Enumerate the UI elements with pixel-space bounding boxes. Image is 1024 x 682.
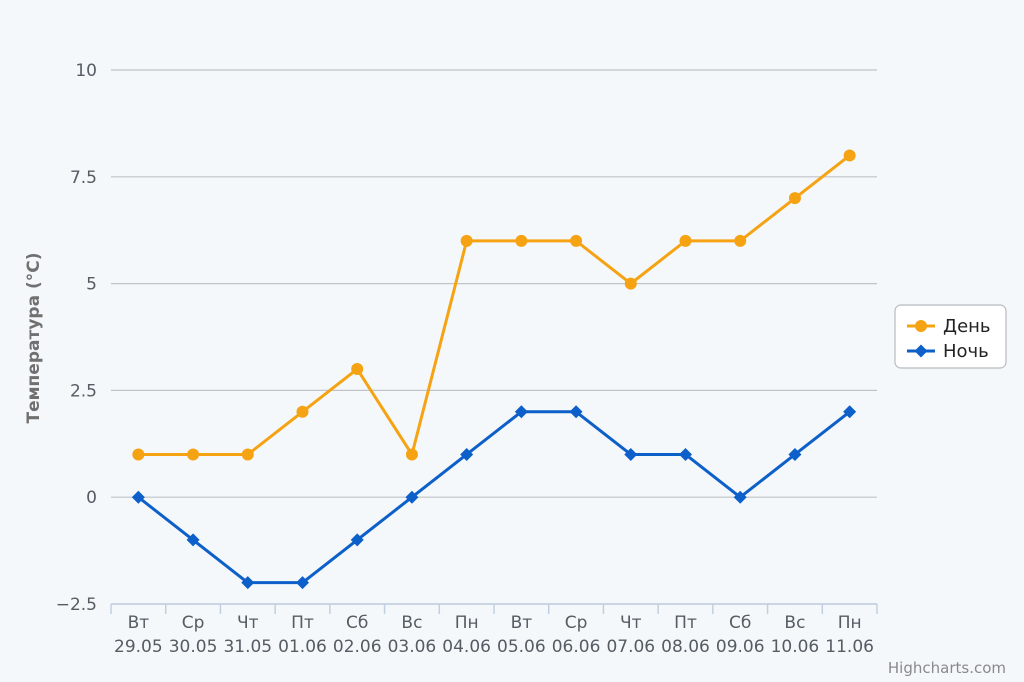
y-tick-label: 5 [86,275,97,295]
x-tick-label-day: Вт [511,613,533,633]
y-tick-label: 7.5 [70,168,97,188]
legend[interactable]: День Ночь [894,304,1007,369]
data-point [241,448,254,461]
x-tick-label-day: Пн [838,613,862,633]
data-point [788,192,801,205]
data-point [351,363,364,376]
x-tick-label-day: Пт [291,613,314,633]
x-tick-label-date: 09.06 [716,637,765,657]
legend-item[interactable]: День [907,316,991,337]
data-point [788,447,802,461]
x-tick-label-day: Вс [401,613,422,633]
legend-marker [914,344,928,358]
x-tick-label-date: 05.06 [497,637,546,657]
series-night [131,405,857,590]
data-point [350,533,364,547]
data-point [131,490,145,504]
x-tick-label-date: 11.06 [825,637,874,657]
x-tick-label-day: Вт [128,613,150,633]
x-tick-label-day: Чт [237,613,259,633]
x-tick-label-date: 31.05 [223,637,272,657]
x-tick-label-day: Вс [784,613,805,633]
x-tick-label-date: 07.06 [606,637,655,657]
series-line [137,410,851,585]
data-point [515,234,528,247]
data-point [187,448,200,461]
x-tick-label-date: 06.06 [552,637,601,657]
y-tick-label: 2.5 [70,381,97,401]
x-tick-label-day: Пт [674,613,697,633]
data-point [570,234,583,247]
data-point [405,448,418,461]
y-axis-title: Температура (°C) [24,253,44,424]
data-point [296,576,309,590]
y-tick-label: 10 [75,61,97,81]
data-point [679,234,692,247]
data-point [296,405,309,418]
x-tick-label-date: 30.05 [169,637,218,657]
y-tick-label: −2.5 [56,595,97,615]
legend-marker [915,320,927,332]
data-point [514,405,528,419]
legend-item[interactable]: Ночь [907,341,989,362]
data-point [405,490,419,504]
data-point [679,447,692,461]
x-tick-label-day: Сб [346,613,368,633]
x-tick-label-day: Пн [455,613,479,633]
x-tick-label-date: 10.06 [771,637,820,657]
data-point [733,490,747,504]
x-tick-label-date: 02.06 [333,637,382,657]
data-point [624,277,637,290]
x-tick-label-day: Сб [729,613,751,633]
y-axis: −2.5 0 2.5 5 7.5 10 [56,61,97,615]
x-tick-label-day: Ср [182,613,205,633]
data-point [624,447,638,461]
data-point [843,405,857,419]
series-day [132,149,856,461]
data-point [132,448,145,461]
x-tick-label-date: 03.06 [388,637,437,657]
series-group [131,149,857,590]
data-point [569,405,583,419]
series-line [138,154,851,456]
x-axis: Вт 29.05 Ср 30.05 Чт 31.05 Пт 01.06 Сб 02.06 Вс 03.… [110,603,878,657]
grid-lines [111,69,877,605]
data-point [734,234,747,247]
legend-label: День [943,316,991,337]
y-tick-label: 0 [86,488,97,508]
x-tick-label-day: Ср [565,613,588,633]
data-point [241,576,255,590]
data-point [460,234,473,247]
x-tick-label-date: 04.06 [442,637,491,657]
x-tick-label-day: Чт [620,613,642,633]
data-point [460,447,474,461]
credits-link[interactable]: Highcharts.com [888,659,1006,677]
x-tick-label-date: 08.06 [661,637,710,657]
data-point [843,149,856,162]
data-point [186,533,200,547]
x-tick-label-date: 29.05 [114,637,163,657]
x-tick-label-date: 01.06 [278,637,327,657]
legend-label: Ночь [943,341,989,362]
